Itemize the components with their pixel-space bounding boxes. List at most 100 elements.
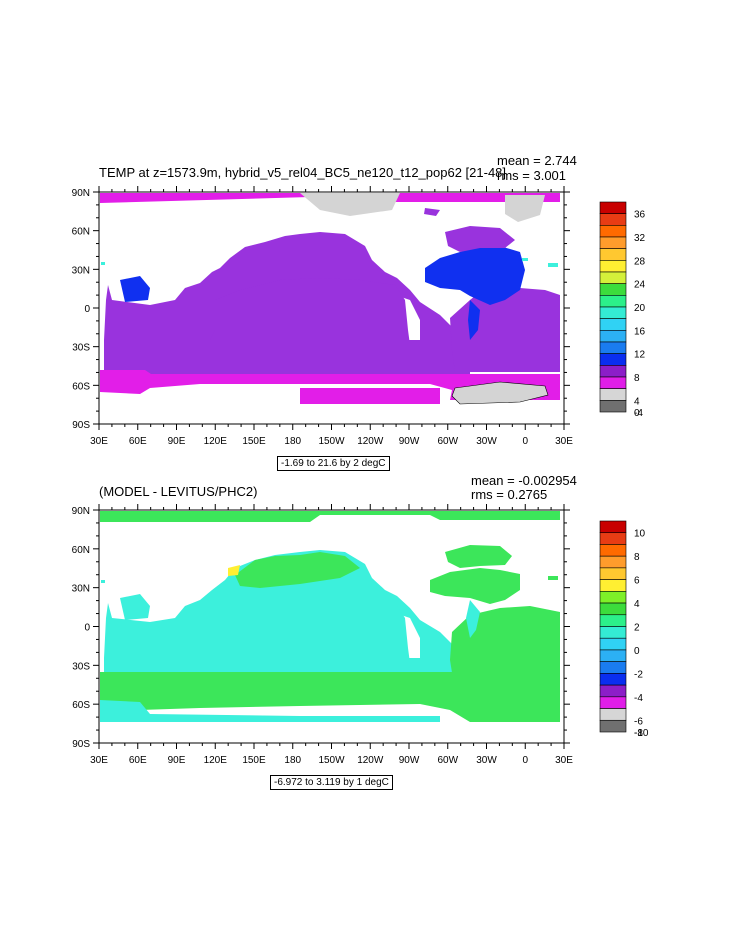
panel2-colorbar-box — [599, 591, 627, 604]
panel1-lon-label: 0 — [522, 436, 528, 447]
panel2-north-pacific-green — [235, 552, 360, 588]
panel2-lon-label: 150W — [318, 755, 345, 766]
panel1-colorbar-box — [599, 341, 627, 354]
panel2-labrador-sea — [445, 545, 512, 568]
panel2-small-green-patch — [548, 576, 558, 580]
panel2-colorbar-box — [599, 719, 627, 733]
panel1-lon-label: 120W — [357, 436, 384, 447]
panel1-lon-label: 30W — [476, 436, 497, 447]
panel2-north-atlantic — [430, 568, 520, 604]
panel1-colorbar-box — [599, 388, 627, 401]
panel2-colorbar-box — [599, 661, 627, 674]
panel1-colorbar-box — [599, 225, 627, 238]
panel1-colorbar-box — [599, 306, 627, 319]
panel1-lat-label: 90N — [72, 188, 90, 199]
panel1-southern-ocean-west — [100, 370, 160, 384]
panel2-lon-label: 120W — [357, 755, 384, 766]
panel2-colorbar-box — [599, 532, 627, 545]
panel2-lon-label: 30W — [476, 755, 497, 766]
panel1-small-cyan-patch-3 — [548, 263, 558, 267]
panel1-colorbar-box — [599, 376, 627, 389]
panel2-colorbar-box — [599, 544, 627, 557]
panel2-lon-label: 90W — [399, 755, 420, 766]
panel2-colorbar-label: -6 — [634, 716, 643, 727]
panel1-colorbar-box — [599, 353, 627, 366]
panel1-lat-label: 60S — [72, 381, 90, 392]
panel1-colorbar-box — [599, 330, 627, 343]
panel1-colorbar-box — [599, 213, 627, 226]
panel1-colorbar-box — [599, 318, 627, 331]
panel2-map — [98, 509, 565, 744]
panel1-colorbar-box — [599, 236, 627, 249]
panel1-range-label: -1.69 to 21.6 by 2 degC — [277, 456, 390, 471]
panel2-colorbar-box — [599, 673, 627, 686]
panel1-lon-label: 30E — [555, 436, 573, 447]
panel2-lon-label: 150E — [242, 755, 266, 766]
panel2-colorbar-box — [599, 614, 627, 627]
panel2-colorbar-label: -8 — [634, 728, 643, 739]
panel2-colorbar-box — [599, 567, 627, 580]
panel1-colorbar-box — [599, 365, 627, 378]
panel2-lat-label: 0 — [84, 623, 90, 634]
panel2-lat-label: 90N — [72, 506, 90, 517]
panel2-small-cyan-patch — [101, 580, 105, 583]
panel1-colorbar-box — [599, 271, 627, 284]
panel1-colorbar-label: 0 — [634, 408, 640, 419]
panel1-colorbar-box — [599, 295, 627, 308]
panel1-atlantic-blue-strip — [468, 300, 480, 340]
panel2-colorbar-label: 10 — [634, 529, 646, 540]
panel2-colorbar-label: 6 — [634, 576, 640, 587]
panel1-colorbar-label: 32 — [634, 233, 646, 244]
panel1-southern-ocean-south — [300, 388, 440, 404]
panel1-colorbar-box — [599, 400, 627, 413]
panel2-colorbar-label: 2 — [634, 623, 640, 634]
panel2-lon-label: 60E — [129, 755, 147, 766]
panel2-lat-label: 90S — [72, 739, 90, 750]
panel1-lat-label: 30N — [72, 265, 90, 276]
panel1-south-band — [104, 340, 430, 376]
panel2-lat-label: 60S — [72, 700, 90, 711]
panel2-colorbar-label: -4 — [634, 693, 643, 704]
panel2-colorbar-box — [599, 555, 627, 569]
panel1-lon-label: 150W — [318, 436, 345, 447]
panel2-lon-label: 60W — [437, 755, 458, 766]
panel2-colorbar-box — [599, 579, 627, 592]
panel1-southern-ocean — [100, 374, 560, 400]
panel2-title: (MODEL - LEVITUS/PHC2) — [99, 484, 258, 499]
panel1-lon-label: 30E — [90, 436, 108, 447]
panel2-colorbar-box — [599, 649, 627, 662]
panel1-colorbar-box — [599, 283, 627, 296]
panel1-lon-label: 90W — [399, 436, 420, 447]
panel2-colorbar-box — [599, 637, 627, 651]
panel2-yellow-patch — [228, 565, 240, 576]
panel2-colorbar-label: 4 — [634, 599, 640, 610]
panel1-lon-label: 150E — [242, 436, 266, 447]
panel2-lon-label: 180 — [284, 755, 301, 766]
panel1-lon-label: 60W — [437, 436, 458, 447]
panel1-colorbar-label: 24 — [634, 280, 646, 291]
panel1-antarctic-ice — [451, 381, 549, 405]
panel2-lon-label: 120E — [204, 755, 228, 766]
panel1-arctic-ice-east — [505, 195, 545, 222]
panel2-lon-label: 90E — [168, 755, 186, 766]
panel2-colorbar-box — [599, 708, 627, 721]
panel2-colorbar-box — [599, 520, 627, 534]
panel2-arctic-band — [100, 511, 560, 522]
panel1-colorbar-label: -4 — [634, 408, 643, 419]
panel2-lon-label: 30E — [90, 755, 108, 766]
panel1-lat-label: 60N — [72, 227, 90, 238]
panel1-lon-label: 60E — [129, 436, 147, 447]
panel1-colorbar-label: 36 — [634, 210, 646, 221]
panel2-colorbar-label: 8 — [634, 552, 640, 563]
panel1-colorbar-box — [599, 248, 627, 261]
panel2-colorbar-box — [599, 696, 627, 709]
panel1-colorbar-label: 20 — [634, 303, 646, 314]
panel1-labrador-sea — [445, 226, 515, 252]
panel1-colorbar-box — [599, 260, 627, 273]
panel2-arabian-sea — [120, 594, 150, 620]
panel2-atlantic-cyan-strip — [466, 600, 480, 638]
panel1-rms: rms = 3.001 — [497, 168, 567, 183]
panel1-map — [98, 191, 565, 425]
panel1-mean: mean = 2.744 — [497, 153, 577, 168]
